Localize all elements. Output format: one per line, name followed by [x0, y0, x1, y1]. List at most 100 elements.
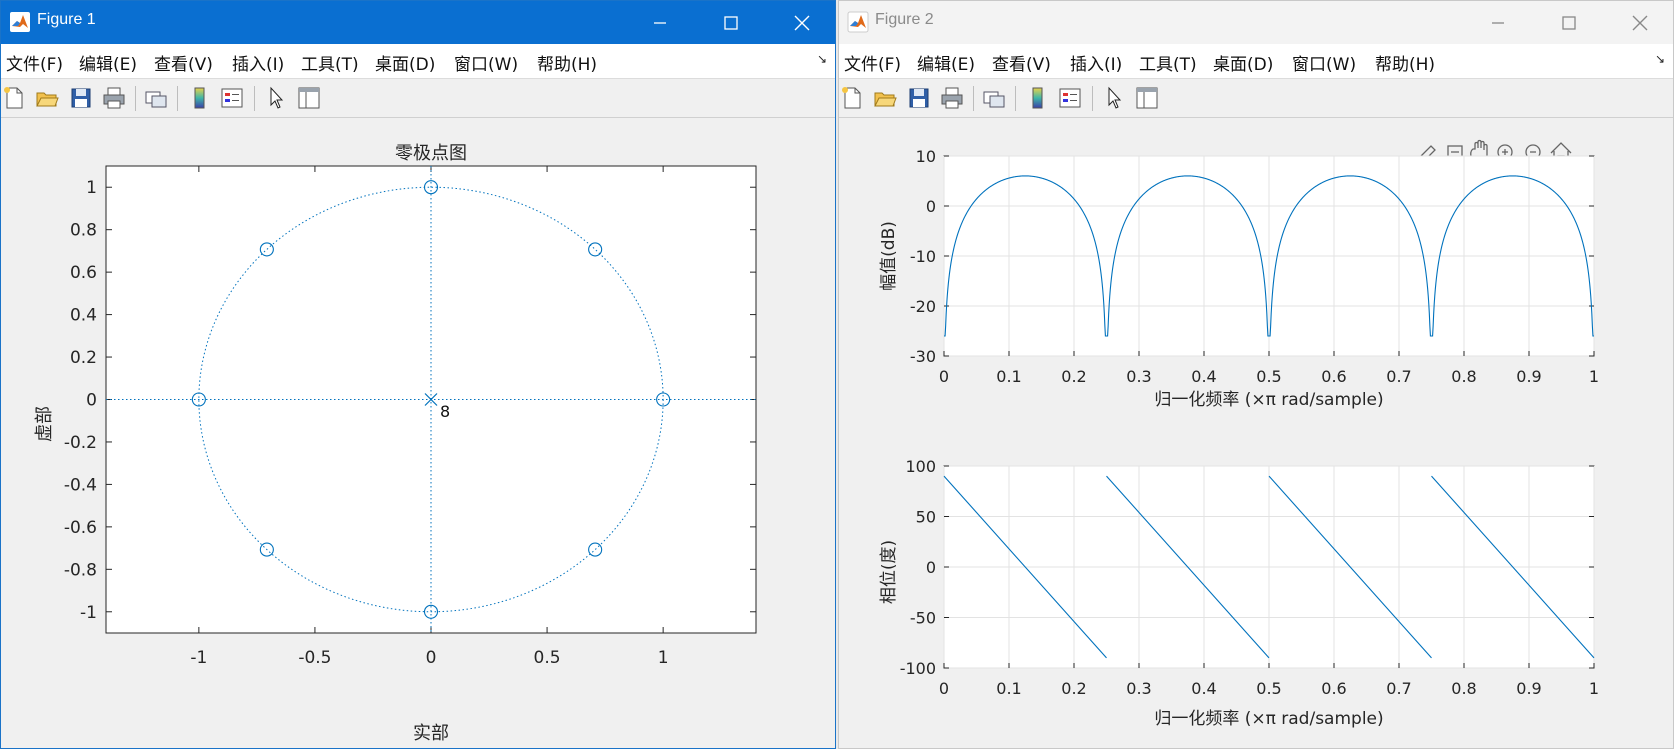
- magnitude-x-ticks: 0 0.1 0.2 0.3 0.4 0.5 0.6 0.7 0.8 0.9 1: [939, 351, 1599, 386]
- print-icon[interactable]: [939, 85, 965, 111]
- magnitude-grid: [943, 155, 1595, 357]
- y-tick-label: 10: [916, 147, 936, 166]
- colorbar-icon[interactable]: [1024, 85, 1050, 111]
- toolbar-separator: [1092, 86, 1093, 111]
- matlab-logo-icon: [847, 11, 869, 33]
- open-file-icon[interactable]: [872, 85, 898, 111]
- x-tick-label: 0.8: [1451, 679, 1476, 698]
- y-tick-label: 100: [905, 457, 936, 476]
- new-figure-icon[interactable]: [1, 85, 27, 111]
- minimize-button[interactable]: [627, 1, 693, 44]
- figure2-titlebar[interactable]: Figure 2: [839, 1, 1673, 44]
- new-figure-icon[interactable]: [839, 85, 865, 111]
- save-icon[interactable]: [68, 85, 94, 111]
- close-button[interactable]: [1607, 1, 1673, 44]
- magnitude-y-ticks: 10 0 -10 -20 -30: [910, 147, 1594, 366]
- maximize-icon: [724, 15, 738, 30]
- legend-icon[interactable]: [1057, 85, 1083, 111]
- menu-desktop[interactable]: 桌面(D): [375, 55, 436, 75]
- plot-content: [106, 166, 756, 633]
- x-tick-label: 1: [658, 648, 669, 668]
- x-tick-label: 0.9: [1516, 367, 1541, 386]
- x-tick-label: -1: [190, 648, 207, 668]
- matlab-logo-icon: [10, 12, 30, 32]
- menu-window[interactable]: 窗口(W): [454, 55, 519, 75]
- edit-plot-arrow-icon[interactable]: [263, 85, 289, 111]
- toolbar-separator: [1015, 86, 1016, 111]
- magnitude-response-line: [944, 175, 1594, 337]
- menu-tools[interactable]: 工具(T): [1139, 55, 1197, 75]
- maximize-button[interactable]: [1536, 1, 1602, 44]
- phase-segment-line: [1268, 475, 1432, 659]
- pole-zero-plot[interactable]: 零极点图 -1 -0.8 -0.6 -0.4 -0.2 0 0.2 0.4 0.6 0.8 1 -1…: [1, 118, 836, 749]
- y-tick-label: 0.6: [70, 263, 97, 283]
- menu-view[interactable]: 查看(V): [992, 55, 1051, 75]
- zero-marker: [259, 542, 274, 557]
- pan-hand-icon[interactable]: [1470, 139, 1488, 165]
- menu-dock-arrow-icon[interactable]: ↘: [1654, 52, 1665, 66]
- phase-segment-line: [1106, 475, 1270, 659]
- menu-insert[interactable]: 插入(I): [232, 55, 285, 75]
- y-tick-label: -1: [80, 603, 97, 623]
- x-tick-label: 0.7: [1386, 679, 1411, 698]
- y-axis-label: 虚部: [34, 406, 55, 442]
- maximize-icon: [1562, 15, 1576, 30]
- frequency-response-plots[interactable]: 100-10-20-30 0 0.1 0.2 0.3 0.4 0.5 0.6 0.7 0.8 0.…: [839, 118, 1674, 749]
- menu-help[interactable]: 帮助(H): [1375, 55, 1436, 75]
- magnitude-x-axis-label: 归一化频率 (×π rad/sample): [1154, 390, 1383, 410]
- figure-toolbar: [839, 79, 1673, 118]
- pole-marker: [424, 393, 438, 406]
- x-tick-label: 0.9: [1516, 679, 1541, 698]
- print-icon[interactable]: [101, 85, 127, 111]
- menu-edit[interactable]: 编辑(E): [79, 55, 138, 75]
- menu-file[interactable]: 文件(F): [844, 55, 902, 75]
- colorbar-icon[interactable]: [186, 85, 212, 111]
- close-button[interactable]: [769, 1, 835, 44]
- x-tick-label: 0: [939, 679, 949, 698]
- toolbar-separator: [254, 86, 255, 111]
- save-icon[interactable]: [906, 85, 932, 111]
- minimize-button[interactable]: [1465, 1, 1531, 44]
- property-inspector-icon[interactable]: [1134, 85, 1160, 111]
- y-tick-label: 0.4: [70, 306, 97, 326]
- open-file-icon[interactable]: [34, 85, 60, 111]
- zero-marker: [588, 242, 603, 257]
- legend-icon[interactable]: [219, 85, 245, 111]
- link-axes-icon[interactable]: [981, 85, 1007, 111]
- menu-tools[interactable]: 工具(T): [301, 55, 359, 75]
- x-tick-label: 0: [939, 367, 949, 386]
- figure1-titlebar[interactable]: Figure 1: [1, 1, 835, 44]
- zero-marker: [656, 392, 671, 407]
- edit-plot-arrow-icon[interactable]: [1101, 85, 1127, 111]
- x-tick-label: 0.2: [1061, 367, 1086, 386]
- x-tick-label: 1: [1589, 367, 1599, 386]
- zero-marker: [423, 180, 439, 195]
- x-tick-label: 0.7: [1386, 367, 1411, 386]
- phase-response-lines: [943, 475, 1595, 659]
- y-tick-label: 50: [916, 508, 936, 527]
- property-inspector-icon[interactable]: [296, 85, 322, 111]
- pole-marker-stroke: [424, 393, 438, 406]
- phase-y-ticks: 100 50 0 -50 -100: [900, 457, 1594, 678]
- x-tick-label: 0.4: [1191, 367, 1216, 386]
- phase-x-ticks: 0 0.1 0.2 0.3 0.4 0.5 0.6 0.7 0.8 0.9 1: [939, 663, 1599, 698]
- menu-dock-arrow-icon[interactable]: ↘: [816, 52, 827, 66]
- x-tick-label: 1: [1589, 679, 1599, 698]
- menu-help[interactable]: 帮助(H): [537, 55, 598, 75]
- menu-view[interactable]: 查看(V): [154, 55, 213, 75]
- y-ticks: -1 -0.8 -0.6 -0.4 -0.2 0 0.2 0.4 0.6 0.8 1: [64, 178, 756, 623]
- menu-window[interactable]: 窗口(W): [1292, 55, 1357, 75]
- x-tick-label: 0: [426, 648, 437, 668]
- menubar: 文件(F) 编辑(E) 查看(V) 插入(I) 工具(T) 桌面(D) 窗口(W…: [839, 44, 1673, 79]
- menubar: 文件(F) 编辑(E) 查看(V) 插入(I) 工具(T) 桌面(D) 窗口(W…: [1, 44, 835, 79]
- menu-insert[interactable]: 插入(I): [1070, 55, 1123, 75]
- figure2-window: Figure 2 文件(F) 编辑(E) 查看(V) 插入(I) 工具(T) 桌…: [838, 0, 1674, 749]
- menu-file[interactable]: 文件(F): [6, 55, 64, 75]
- menu-desktop[interactable]: 桌面(D): [1213, 55, 1274, 75]
- link-axes-icon[interactable]: [143, 85, 169, 111]
- menu-edit[interactable]: 编辑(E): [917, 55, 976, 75]
- close-icon: [1632, 15, 1648, 30]
- y-tick-label: -20: [910, 297, 936, 316]
- x-tick-label: 0.1: [996, 679, 1021, 698]
- maximize-button[interactable]: [698, 1, 764, 44]
